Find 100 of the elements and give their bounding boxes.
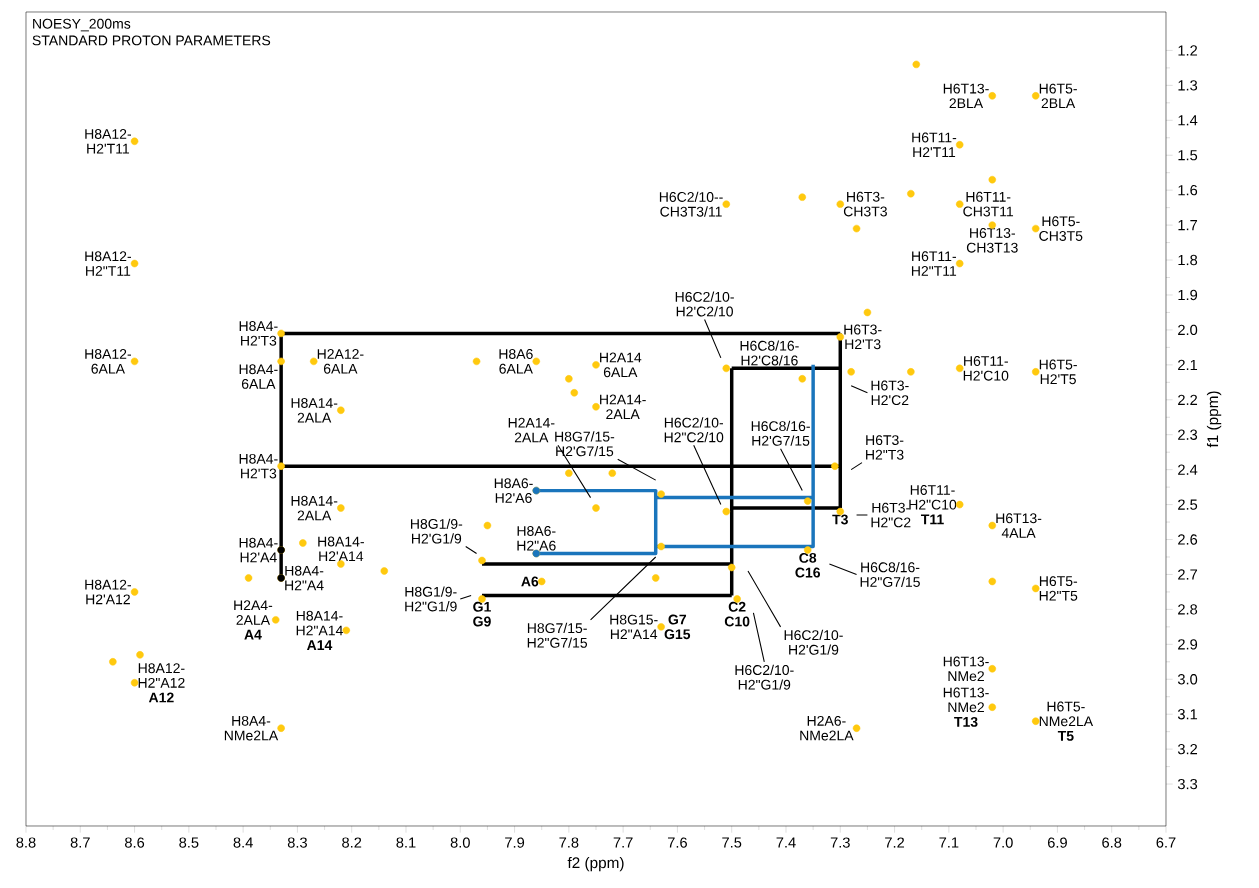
annotation: NMe2 [948,671,984,682]
annotation: H2"T5 [1039,590,1078,601]
annotation: H6T13- [943,656,989,667]
y-tick-label: 3.3 [1177,778,1198,790]
annotation: H2"A14 [610,629,658,640]
annotation: H6T3- [871,380,909,391]
annotation: H2'G1/9 [789,644,839,655]
y-tick-label: 1.9 [1178,289,1198,301]
annotation: H8A14- [291,398,338,408]
annotation: T13 [954,716,978,727]
annotation: H8A12- [85,251,131,262]
annotation: CH3T13 [966,242,1018,253]
annotation: H2"A14 [296,625,343,636]
annotation: H8A4- [239,537,278,548]
annotation: H2'T3 [241,335,277,346]
annotation: H2'A4 [240,552,277,563]
annotation: H6T3- [866,435,904,446]
annotation: H6C2/10- [675,291,734,302]
y-tick-label: 1.3 [1178,80,1198,91]
annotation: 6ALA [241,378,276,389]
annotation: 2BLA [949,98,984,109]
annotation: 6ALA [499,363,533,374]
annotation: H2'T11 [913,147,956,157]
annotation: A14 [306,640,333,650]
annotation: H2"G1/9 [405,601,457,612]
x-tick-label: 7.5 [722,837,742,848]
annotation: H6C8/16- [751,420,810,432]
annotation: H6T11- [966,191,1011,202]
y-tick-label: 1.4 [1178,115,1198,126]
annotation: H8G7/15- [555,431,615,442]
annotation: H8A6- [517,526,556,536]
annotation: 2ALA [297,510,332,521]
y-tick-label: 1.8 [1178,254,1198,266]
x-tick-label: 8.5 [179,837,199,848]
annotation: H6C2/10-- [659,191,723,202]
annotation: CH3T3 [843,206,887,217]
y-tick-label: 3.0 [1177,674,1198,685]
y-tick-label: 2.8 [1178,604,1198,615]
annotation: H6T11- [964,356,1008,366]
x-tick-label: 6.7 [1156,837,1176,848]
annotation: T3 [832,514,848,525]
annotation: A6 [521,576,539,587]
annotation: H2'G1/9 [412,533,462,544]
annotation: H2'T5 [1040,374,1076,385]
annotation: H6T5- [1047,701,1085,712]
y-tick-label: 2.7 [1178,569,1198,580]
annotation: H6T11- [912,132,957,143]
x-tick-label: 8.6 [125,837,145,848]
annotation: NOESY_200ms [33,18,131,32]
x-tick-label: 6.9 [1047,837,1067,848]
annotation: H2"G7/15 [527,637,588,648]
annotation: H2'T3 [845,339,881,350]
y-tick-label: 2.3 [1178,429,1198,440]
annotation: H8G7/15- [527,622,587,634]
annotation: H6T11- [910,485,955,495]
annotation: H2'A14 [319,551,364,562]
annotation: H8A12- [138,663,185,674]
annotation: H8A4- [232,715,271,726]
annotation: 2ALA [297,412,332,423]
annotation: H2"C10 [909,499,957,510]
annotation: C2 [728,601,746,612]
annotation: NMe2LA [800,730,854,741]
annotation: H2"A4 [285,580,324,591]
annotation: H6C2/10- [664,417,724,428]
annotation: H6T5- [1039,83,1077,94]
annotation: H8G1/9- [411,518,463,529]
annotation: 2ALA [236,615,271,625]
annotation: G1 [473,601,491,612]
y-tick-label: 2.9 [1178,639,1198,650]
annotation: H2'C10 [963,370,1009,381]
x-axis-title: f2 (ppm) [567,856,624,872]
annotation: H6T13- [996,513,1042,524]
annotation: 2ALA [606,409,640,419]
y-tick-label: 2.5 [1178,499,1198,510]
annotation: H6T5- [1042,216,1080,227]
annotation: 6ALA [603,367,638,378]
annotation: H6T13- [943,83,989,94]
annotation: H6C2/10- [784,629,843,641]
x-tick-label: 8.7 [70,837,90,848]
y-axis-title: f1 (ppm) [1206,391,1222,448]
x-tick-label: 7.8 [559,837,579,848]
annotation: H2'C8/16 [741,355,798,366]
y-tick-label: 3.2 [1177,743,1198,755]
x-tick-label: 7.2 [885,837,905,848]
y-tick-label: 1.7 [1178,220,1198,231]
x-tick-label: 8.4 [233,837,253,848]
y-tick-label: 1.5 [1178,150,1198,161]
annotation: H6T11- [912,251,956,262]
annotation: H2A14- [508,417,555,428]
annotation: T11 [920,514,944,525]
x-tick-label: 8.0 [450,837,470,848]
annotation: H8A12- [85,349,131,359]
x-tick-label: 7.0 [993,837,1013,848]
annotation: H8A14- [291,495,338,506]
annotation: H2"G7/15 [860,576,920,587]
x-tick-label: 7.1 [939,837,959,848]
y-tick-label: 2.4 [1178,464,1198,475]
annotation: H2A6- [807,715,846,726]
annotation: H6T3- [872,502,910,513]
x-tick-label: 7.3 [830,837,850,848]
